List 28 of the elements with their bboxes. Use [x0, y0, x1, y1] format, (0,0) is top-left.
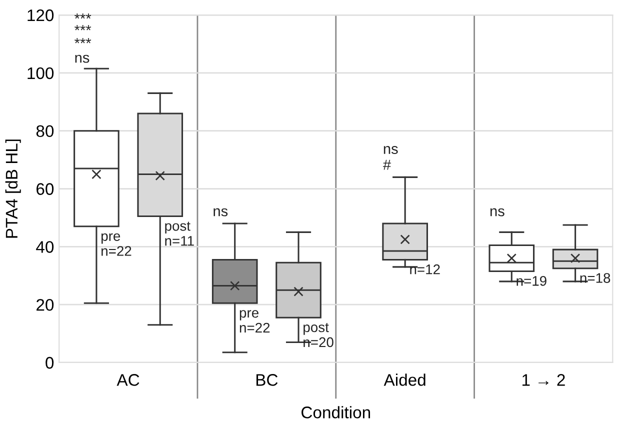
x-tick-label: Aided — [384, 374, 426, 386]
annotation: ns — [214, 208, 228, 216]
annotation: *** — [74, 25, 92, 30]
y-tick-label: 60 — [36, 183, 54, 195]
x-axis-title: Condition — [302, 406, 370, 418]
y-axis-title: PTA4 [dB HL] — [5, 140, 21, 238]
annotation: # — [383, 160, 391, 170]
y-tick-label: 80 — [36, 125, 54, 138]
x-tick-label: AC — [116, 374, 140, 386]
text: post n=20 — [304, 323, 334, 348]
x-tick-label: 1 → 2 — [522, 374, 565, 386]
y-tick-label: 40 — [36, 241, 54, 253]
y-tick-label: 120 — [28, 9, 54, 22]
annotation: *** — [74, 14, 92, 19]
annotation: ns — [384, 146, 398, 154]
y-tick-label: 100 — [28, 67, 54, 80]
text: n=12 — [410, 264, 440, 274]
annotation: ns — [490, 208, 504, 216]
text: n=19 — [516, 276, 546, 286]
y-tick-label: 20 — [36, 298, 54, 311]
annotation: ns — [75, 54, 90, 63]
y-tick-label: 0 — [46, 356, 54, 369]
text: n=18 — [580, 273, 610, 283]
text: pre n=22 — [240, 310, 270, 333]
x-tick-label: BC — [256, 374, 278, 386]
text: pre n=22 — [102, 233, 132, 256]
annotation: *** — [74, 38, 92, 44]
text: post n=11 — [165, 222, 194, 246]
